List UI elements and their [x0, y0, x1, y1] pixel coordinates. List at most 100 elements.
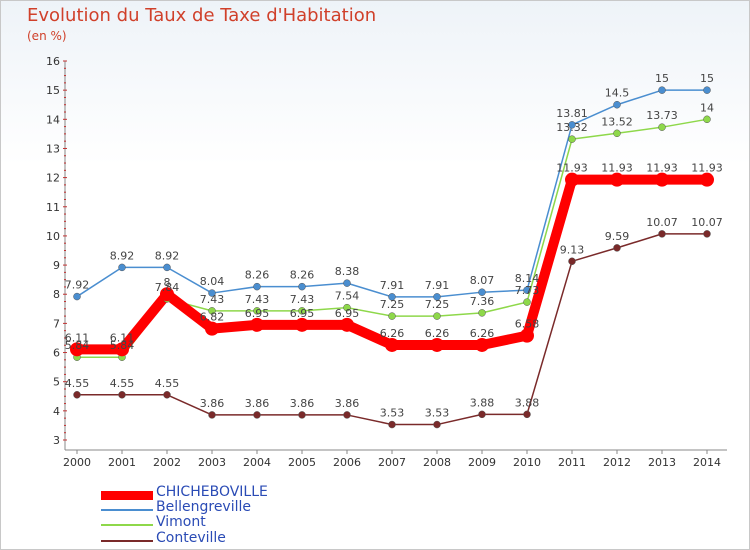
- data-label: 5.84: [110, 339, 135, 352]
- data-point: [118, 263, 126, 272]
- data-label: 7.92: [65, 279, 90, 292]
- y-tick-label: 7: [53, 317, 60, 330]
- legend-label: CHICHEBOVILLE: [156, 484, 268, 500]
- data-point: [523, 410, 531, 419]
- data-point: [73, 391, 81, 399]
- y-tick-label: 16: [46, 55, 60, 68]
- x-tick-label: 2003: [198, 456, 226, 469]
- x-tick-label: 2007: [378, 456, 406, 469]
- legend-swatch: [101, 509, 153, 511]
- data-point: [613, 100, 621, 109]
- data-label: 11.93: [556, 162, 588, 175]
- y-tick-label: 6: [53, 347, 60, 360]
- data-label: 7.84: [155, 281, 180, 294]
- data-point: [703, 115, 711, 124]
- chart-title: Evolution du Taux de Taxe d'Habitation: [27, 5, 377, 26]
- data-label: 6.26: [380, 327, 405, 340]
- data-point: [295, 317, 309, 332]
- data-label: 9.13: [560, 243, 585, 256]
- data-label: 14.5: [605, 87, 630, 100]
- data-label: 8.92: [110, 249, 135, 262]
- x-tick-label: 2005: [288, 456, 316, 469]
- data-point: [298, 411, 306, 419]
- data-label: 3.86: [245, 397, 270, 410]
- data-label: 7.73: [515, 284, 540, 297]
- data-point: [388, 420, 396, 429]
- legend-swatch: [101, 490, 153, 500]
- data-point: [478, 309, 486, 317]
- data-point: [70, 342, 84, 357]
- y-tick-label: 14: [46, 113, 60, 126]
- data-label: 6.95: [290, 307, 315, 320]
- data-point: [658, 230, 666, 238]
- data-point: [520, 328, 534, 343]
- data-point: [568, 257, 576, 266]
- x-tick-label: 2004: [243, 456, 271, 469]
- data-label: 6.82: [200, 311, 225, 324]
- data-labels: 6.11 6.11 8 6.82 6.95 6.95 6.95 6.26 6.26 6.26 6.5…: [65, 72, 723, 419]
- data-label: 14: [700, 101, 714, 114]
- data-point: [163, 391, 171, 399]
- y-tick-label: 12: [46, 172, 60, 185]
- data-point: [385, 337, 399, 352]
- legend-swatch: [101, 524, 153, 526]
- data-point: [118, 391, 126, 399]
- data-label: 8.26: [245, 269, 270, 282]
- x-tick-label: 2010: [513, 456, 541, 469]
- data-label: 13.32: [556, 121, 588, 134]
- data-label: 3.53: [425, 407, 450, 420]
- data-label: 8.14: [515, 272, 540, 285]
- series-points: [70, 86, 714, 429]
- legend-swatch: [101, 540, 153, 542]
- data-point: [523, 286, 531, 294]
- data-point: [478, 288, 486, 296]
- data-label: 3.53: [380, 407, 405, 420]
- data-label: 10.07: [691, 216, 723, 229]
- x-tick-label: 2001: [108, 456, 136, 469]
- data-label: 7.91: [425, 279, 450, 292]
- x-tick-label: 2002: [153, 456, 181, 469]
- y-tick-label: 13: [46, 142, 60, 155]
- data-label: 6.11: [110, 331, 135, 344]
- legend-label: Bellengreville: [156, 499, 251, 515]
- data-point: [115, 342, 129, 357]
- data-point: [610, 172, 624, 187]
- y-tick-label: 15: [46, 84, 60, 97]
- data-point: [253, 282, 261, 291]
- data-label: 3.86: [200, 397, 225, 410]
- data-label: 7.91: [380, 279, 405, 292]
- data-point: [208, 307, 216, 315]
- data-label: 7.25: [425, 298, 450, 311]
- data-label: 3.88: [470, 396, 495, 409]
- data-point: [343, 411, 351, 419]
- data-label: 7.25: [380, 298, 405, 311]
- data-label: 13.52: [601, 115, 633, 128]
- data-point: [340, 317, 354, 332]
- data-point: [433, 312, 441, 320]
- data-label: 6.26: [425, 327, 450, 340]
- x-tick-label: 2006: [333, 456, 361, 469]
- data-label: 7.43: [290, 293, 315, 306]
- data-point: [253, 411, 261, 419]
- data-point: [430, 337, 444, 352]
- data-label: 8.92: [155, 249, 180, 262]
- data-point: [160, 287, 174, 302]
- x-tick-label: 2009: [468, 456, 496, 469]
- x-tick-label: 2008: [423, 456, 451, 469]
- data-point: [478, 410, 486, 419]
- y-tick-label: 10: [46, 230, 60, 243]
- data-label: 8.07: [470, 274, 495, 287]
- data-point: [73, 292, 81, 301]
- y-tick-label: 9: [53, 259, 60, 272]
- data-label: 13.81: [556, 107, 588, 120]
- data-label: 6.95: [335, 307, 360, 320]
- data-point: [658, 123, 666, 131]
- data-label: 8.38: [335, 265, 360, 278]
- data-point: [655, 172, 669, 187]
- data-point: [568, 121, 576, 129]
- data-label: 6.26: [470, 327, 495, 340]
- data-point: [298, 307, 306, 315]
- data-label: 11.93: [691, 162, 723, 175]
